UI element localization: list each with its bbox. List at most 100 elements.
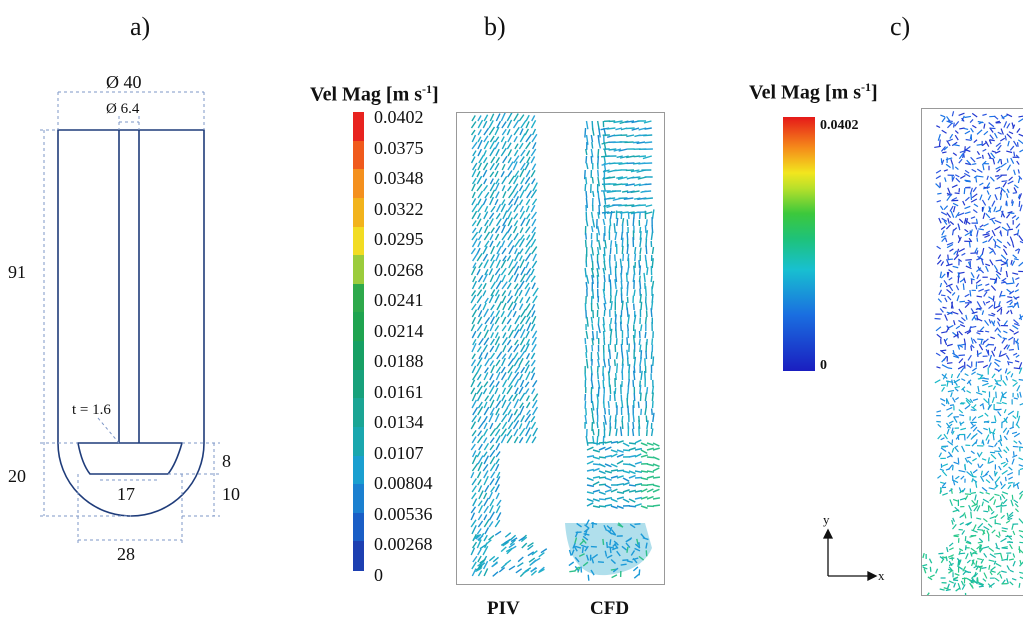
velocity-arrow <box>646 205 652 207</box>
velocity-arrow <box>946 469 950 471</box>
velocity-arrow <box>960 175 965 178</box>
velocity-arrow <box>519 374 522 380</box>
velocity-arrow <box>979 344 982 350</box>
velocity-arrow <box>1000 496 1001 500</box>
velocity-arrow <box>615 232 616 240</box>
velocity-arrow <box>586 149 587 155</box>
velocity-arrow <box>634 266 635 275</box>
velocity-arrow <box>520 206 523 212</box>
velocity-arrow <box>514 136 517 142</box>
velocity-arrow <box>641 450 647 453</box>
velocity-arrow <box>1018 177 1020 183</box>
velocity-arrow <box>941 332 946 333</box>
velocity-arrow <box>971 193 972 200</box>
velocity-arrow <box>1012 380 1016 382</box>
velocity-arrow <box>472 169 476 177</box>
velocity-arrow <box>986 493 990 495</box>
velocity-arrow <box>473 407 478 415</box>
velocity-arrow <box>645 142 652 143</box>
velocity-arrow <box>646 286 647 296</box>
velocity-arrow <box>472 437 476 443</box>
dimension-blade-height: 8 <box>222 451 231 472</box>
velocity-arrow <box>490 172 494 177</box>
velocity-arrow <box>592 324 593 330</box>
colorbar-b-tick: 0.00536 <box>374 505 433 523</box>
velocity-arrow <box>519 143 523 149</box>
colorbar-b-swatch <box>353 398 364 427</box>
velocity-arrow <box>473 276 476 282</box>
velocity-arrow <box>940 283 941 287</box>
velocity-arrow <box>985 413 988 416</box>
velocity-arrow <box>652 429 653 436</box>
velocity-arrow <box>977 577 978 582</box>
velocity-arrow <box>641 471 648 472</box>
velocity-arrow <box>1011 158 1014 164</box>
velocity-arrow <box>940 272 941 278</box>
velocity-arrow <box>472 304 476 310</box>
velocity-arrow <box>598 352 599 360</box>
velocity-arrow <box>1000 353 1006 356</box>
velocity-arrow <box>1011 260 1012 265</box>
velocity-arrow <box>640 265 641 275</box>
velocity-arrow <box>1013 382 1018 386</box>
velocity-arrow <box>639 569 640 575</box>
colorbar-b-tick: 0.0295 <box>374 230 424 248</box>
velocity-arrow <box>490 456 494 464</box>
velocity-arrow <box>1019 235 1023 240</box>
velocity-arrow <box>982 383 988 385</box>
velocity-arrow <box>532 311 535 317</box>
velocity-arrow <box>497 204 501 212</box>
velocity-arrow <box>484 330 488 338</box>
velocity-arrow <box>495 531 501 535</box>
velocity-arrow <box>483 452 487 457</box>
velocity-arrow <box>1013 553 1014 557</box>
velocity-arrow <box>984 292 987 297</box>
velocity-arrow <box>533 428 537 436</box>
velocity-arrow <box>507 204 512 212</box>
velocity-arrow <box>532 283 535 289</box>
velocity-arrow <box>471 548 474 555</box>
velocity-arrow <box>962 253 966 255</box>
velocity-arrow <box>1001 462 1006 464</box>
velocity-arrow <box>980 225 983 228</box>
velocity-arrow <box>965 494 971 495</box>
velocity-arrow <box>994 494 999 495</box>
velocity-arrow <box>949 278 952 280</box>
velocity-arrow <box>960 498 966 500</box>
velocity-arrow <box>585 170 586 179</box>
velocity-arrow <box>489 556 494 560</box>
velocity-arrow <box>961 317 965 321</box>
velocity-arrow <box>1007 189 1009 193</box>
velocity-arrow <box>502 414 507 422</box>
velocity-arrow <box>471 380 475 387</box>
velocity-arrow <box>1013 416 1016 419</box>
velocity-arrow <box>1004 450 1007 453</box>
velocity-arrow <box>509 330 514 338</box>
velocity-arrow <box>495 429 499 436</box>
velocity-arrow <box>1002 492 1008 494</box>
velocity-arrow <box>986 435 989 441</box>
velocity-arrow <box>503 333 506 338</box>
velocity-arrow <box>597 394 598 401</box>
velocity-arrow <box>989 428 990 434</box>
velocity-arrow <box>514 429 518 436</box>
velocity-arrow <box>954 251 957 255</box>
velocity-arrow <box>968 355 971 360</box>
velocity-arrow <box>588 575 589 581</box>
velocity-arrow <box>1019 458 1023 460</box>
velocity-arrow <box>586 191 587 198</box>
velocity-arrow <box>520 185 523 191</box>
velocity-arrow <box>478 416 481 422</box>
dimension-outer-diameter: Ø 40 <box>106 72 142 93</box>
velocity-arrow <box>964 128 968 129</box>
colorbar-b-swatch <box>353 456 364 485</box>
velocity-arrow <box>508 358 513 366</box>
velocity-arrow <box>484 568 488 576</box>
velocity-arrow <box>485 396 489 401</box>
velocity-arrow <box>1014 441 1017 444</box>
velocity-arrow <box>1008 361 1009 365</box>
velocity-arrow <box>532 179 535 184</box>
velocity-arrow <box>996 277 997 283</box>
velocity-arrow <box>509 275 513 282</box>
velocity-arrow <box>983 301 985 305</box>
